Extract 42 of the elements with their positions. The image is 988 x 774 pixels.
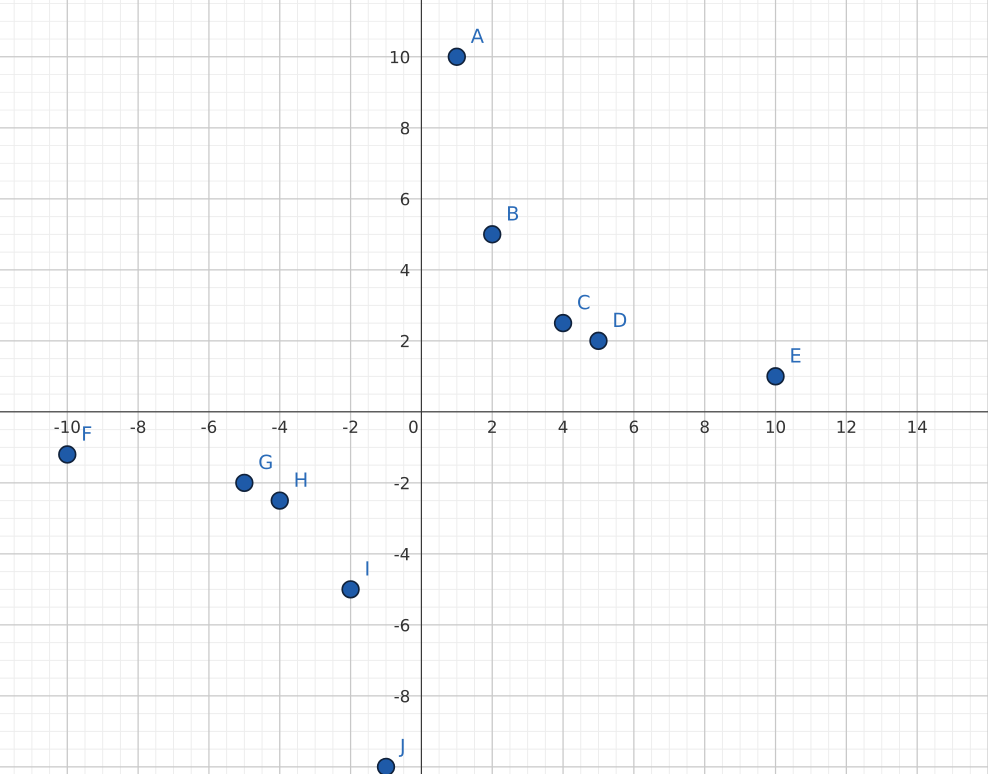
annotation: C [578, 294, 590, 310]
x-tick-label: 14 [908, 420, 927, 433]
point [58, 445, 76, 464]
point [235, 474, 254, 492]
annotation: A [470, 28, 484, 43]
y-tick-label: -2 [394, 476, 409, 490]
y-tick-label: 2 [400, 334, 409, 348]
annotation: I [366, 561, 368, 576]
point [589, 332, 608, 350]
x-tick-label: 6 [630, 420, 638, 434]
point [376, 758, 396, 774]
annotation: E [791, 348, 800, 362]
annotation: G [259, 454, 272, 470]
y-tick-label: 8 [400, 122, 410, 134]
x-tick-label: -10 [54, 420, 80, 434]
x-tick-label: 8 [700, 420, 709, 434]
x-tick-label: -4 [272, 420, 288, 433]
point [554, 314, 572, 332]
x-tick-label: 4 [558, 420, 568, 433]
y-tick-label: 4 [400, 264, 410, 276]
annotation: B [508, 206, 518, 220]
annotation: F [83, 426, 92, 441]
x-tick-label: -8 [130, 420, 146, 434]
point [341, 580, 360, 599]
y-tick-label: -6 [394, 618, 410, 632]
y-tick-label: -8 [394, 690, 410, 702]
annotation: H [296, 472, 306, 487]
x-tick-label: -2 [343, 420, 358, 433]
x-tick-label: 0 [409, 420, 418, 434]
annotation: J [398, 738, 404, 757]
point [448, 48, 466, 66]
y-tick-label: 6 [400, 192, 410, 206]
annotation: D [614, 312, 626, 327]
y-tick-label: 10 [390, 50, 410, 64]
point [270, 491, 289, 510]
x-tick-label: 12 [838, 420, 856, 433]
point [483, 225, 502, 244]
x-tick-label: 2 [488, 420, 496, 433]
x-tick-label: 10 [766, 420, 786, 434]
y-tick-label: -4 [394, 548, 410, 560]
point [766, 367, 785, 386]
x-tick-label: -6 [201, 420, 216, 434]
